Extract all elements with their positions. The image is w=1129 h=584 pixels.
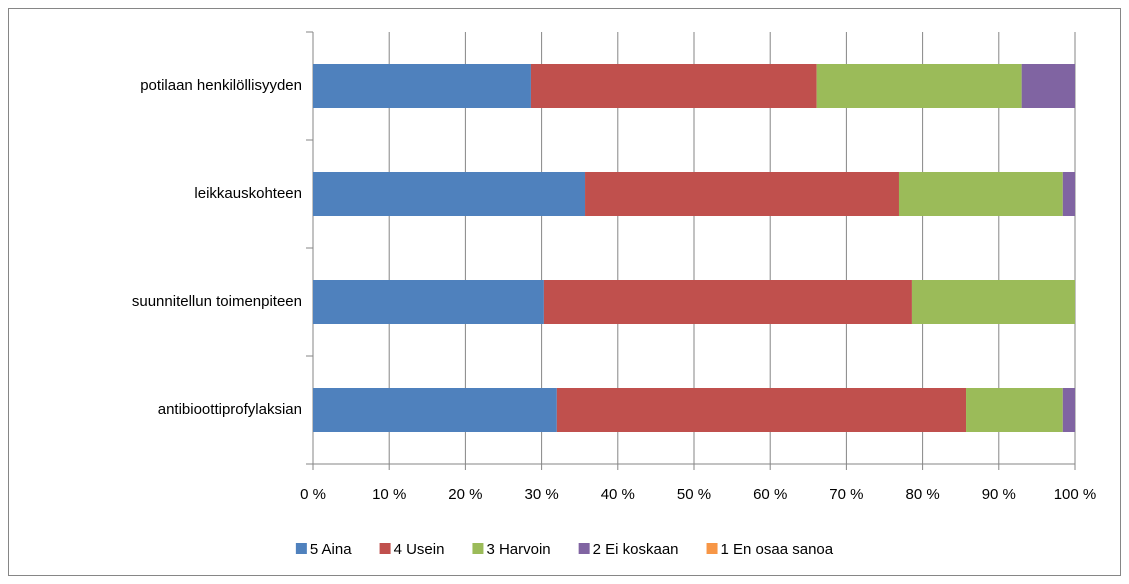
legend-swatch — [379, 543, 391, 554]
x-tick-label: 20 % — [448, 486, 482, 503]
y-tick-label: suunnitellun toimenpiteen — [132, 293, 302, 310]
bar-segment — [313, 280, 544, 324]
bar-segment — [911, 280, 1075, 324]
x-tick-label: 90 % — [982, 486, 1016, 503]
bar-segment — [1062, 172, 1075, 216]
bar-segment — [898, 172, 1063, 216]
x-tick-label: 100 % — [1054, 486, 1097, 503]
legend-swatch — [706, 543, 718, 554]
legend-swatch — [472, 543, 484, 554]
bar-segment — [1062, 388, 1075, 432]
legend-label: 2 Ei koskaan — [593, 541, 679, 558]
bar-segment — [313, 64, 531, 108]
bar-segment — [556, 388, 967, 432]
x-tick-label: 10 % — [372, 486, 406, 503]
bar-segment — [816, 64, 1022, 108]
legend-label: 3 Harvoin — [486, 541, 550, 558]
legend-label: 4 Usein — [394, 541, 445, 558]
y-tick-label: antibioottiprofylaksian — [158, 401, 302, 418]
x-tick-label: 80 % — [905, 486, 939, 503]
bar-segment — [543, 280, 912, 324]
legend-swatch — [578, 543, 590, 554]
x-tick-label: 60 % — [753, 486, 787, 503]
x-tick-label: 30 % — [524, 486, 558, 503]
bar-segment — [530, 64, 817, 108]
bar-segment — [313, 172, 586, 216]
y-tick-label: potilaan henkilöllisyyden — [140, 77, 302, 94]
x-tick-label: 0 % — [300, 486, 326, 503]
x-tick-label: 50 % — [677, 486, 711, 503]
bar-segment — [585, 172, 899, 216]
bar-segment — [966, 388, 1063, 432]
legend-label: 5 Aina — [310, 541, 352, 558]
y-tick-label: leikkauskohteen — [194, 185, 302, 202]
legend-label: 1 En osaa sanoa — [721, 541, 834, 558]
legend-swatch — [295, 543, 307, 554]
bar-segment — [313, 388, 557, 432]
x-tick-label: 40 % — [601, 486, 635, 503]
x-tick-label: 70 % — [829, 486, 863, 503]
bar-segment — [1021, 64, 1075, 108]
